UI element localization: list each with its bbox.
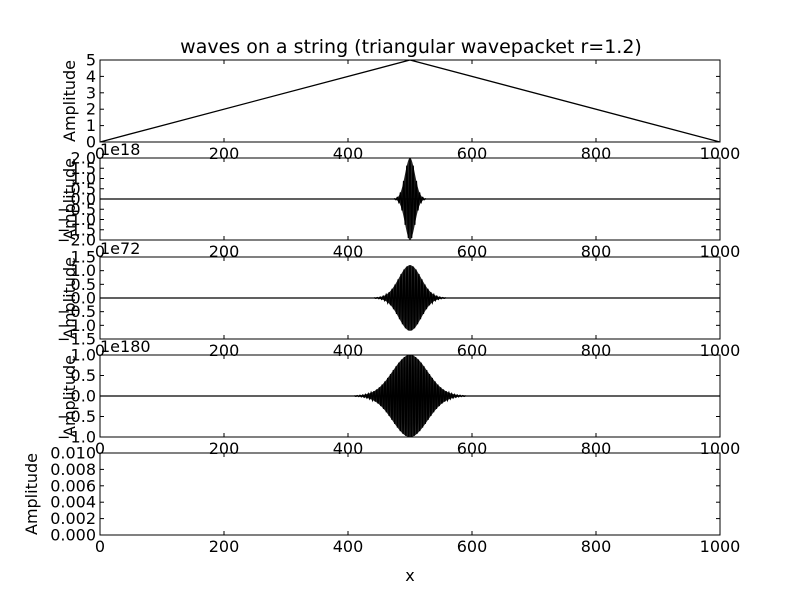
x-tick-label: 0 bbox=[95, 439, 105, 458]
x-tick-label: 200 bbox=[209, 242, 240, 261]
series-line-1 bbox=[100, 60, 720, 142]
axes-frame bbox=[99, 59, 721, 143]
y-tick-label: 1.0 bbox=[71, 169, 96, 188]
y-tick-label: 1.0 bbox=[71, 261, 96, 280]
subplot-4: 0 200 400 600 800 1000−1.0−0.50.00.51.0 1e180A… bbox=[57, 337, 740, 458]
y-tick-label: −1.5 bbox=[57, 220, 96, 239]
y-tick-label: 1.0 bbox=[71, 346, 96, 365]
x-tick-label: 800 bbox=[581, 537, 612, 556]
y-tick-label: 0.5 bbox=[71, 366, 96, 385]
figure-title: waves on a string (triangular wavepacket… bbox=[180, 36, 642, 58]
x-tick-label: 0 bbox=[95, 341, 105, 360]
y-offset-label: 1e180 bbox=[100, 337, 151, 356]
y-axis-label: Amplitude bbox=[60, 257, 79, 339]
series-envelope bbox=[394, 158, 426, 240]
plot-area bbox=[100, 60, 720, 142]
y-tick-label: 0.002 bbox=[50, 509, 96, 528]
y-axis-label: Amplitude bbox=[60, 158, 79, 240]
x-tick-label: 600 bbox=[457, 242, 488, 261]
y-tick-label: 0.0 bbox=[71, 190, 96, 209]
subplot-5: 0 200 400 600 800 10000.0000.0020.0040.0060.0… bbox=[22, 444, 740, 557]
x-tick-label: 800 bbox=[581, 242, 612, 261]
x-tick-label: 0 bbox=[95, 144, 105, 163]
y-tick-label: 0.0 bbox=[71, 387, 96, 406]
y-tick-label: −0.5 bbox=[57, 407, 96, 426]
y-tick-label: 4 bbox=[86, 67, 96, 86]
series-envelope bbox=[354, 355, 466, 437]
y-offset-label: 1e18 bbox=[100, 140, 140, 159]
x-tick-label: 400 bbox=[333, 537, 364, 556]
y-tick-label: 0.000 bbox=[50, 526, 96, 545]
x-tick-label: 1000 bbox=[700, 242, 741, 261]
y-tick-label: 0.010 bbox=[50, 444, 96, 463]
series-envelope bbox=[374, 265, 446, 331]
y-tick-label: 0.004 bbox=[50, 493, 96, 512]
x-tick-label: 600 bbox=[457, 537, 488, 556]
y-tick-label: 0.5 bbox=[71, 275, 96, 294]
y-tick-label: −1.0 bbox=[57, 428, 96, 447]
y-tick-label: −1.0 bbox=[57, 210, 96, 229]
y-tick-label: 0.5 bbox=[71, 179, 96, 198]
y-axis-label: Amplitude bbox=[22, 453, 41, 535]
y-tick-label: 1 bbox=[86, 116, 96, 135]
y-tick-label: 5 bbox=[86, 51, 96, 70]
y-tick-label: −1.0 bbox=[57, 316, 96, 335]
y-offset-label: 1e72 bbox=[100, 239, 140, 258]
x-tick-label: 1000 bbox=[700, 537, 741, 556]
x-tick-label: 0 bbox=[95, 537, 105, 556]
x-tick-label: 400 bbox=[333, 242, 364, 261]
y-tick-label: −2.0 bbox=[57, 231, 96, 250]
x-tick-label: 0 bbox=[95, 242, 105, 261]
y-axis-label: Amplitude bbox=[60, 355, 79, 437]
y-axis-label: Amplitude bbox=[60, 60, 79, 142]
y-tick-label: 0.006 bbox=[50, 476, 96, 495]
y-tick-label: −1.5 bbox=[57, 330, 96, 349]
figure-xlabel: x bbox=[405, 566, 414, 585]
y-tick-label: 1.5 bbox=[71, 248, 96, 267]
y-tick-label: −0.5 bbox=[57, 200, 96, 219]
subplot-2: 0 200 400 600 800 1000−2.0−1.5−1.0−0.50.00.51… bbox=[57, 140, 740, 261]
y-tick-label: −0.5 bbox=[57, 302, 96, 321]
y-tick-label: 1.5 bbox=[71, 159, 96, 178]
x-tick-label: 200 bbox=[209, 537, 240, 556]
plot-area bbox=[100, 158, 720, 240]
y-tick-label: 2.0 bbox=[71, 149, 96, 168]
y-tick-label: 0.0 bbox=[71, 289, 96, 308]
axes-frame bbox=[99, 452, 721, 536]
plot-area bbox=[100, 355, 720, 437]
y-tick-label: 0 bbox=[86, 133, 96, 152]
y-tick-label: 0.008 bbox=[50, 460, 96, 479]
subplot-3: 0 200 400 600 800 1000 −1.5−1.0−0.50.00.51.01.… bbox=[57, 239, 740, 360]
y-tick-label: 3 bbox=[86, 83, 96, 102]
y-tick-label: 2 bbox=[86, 100, 96, 119]
plot-area bbox=[100, 265, 720, 331]
